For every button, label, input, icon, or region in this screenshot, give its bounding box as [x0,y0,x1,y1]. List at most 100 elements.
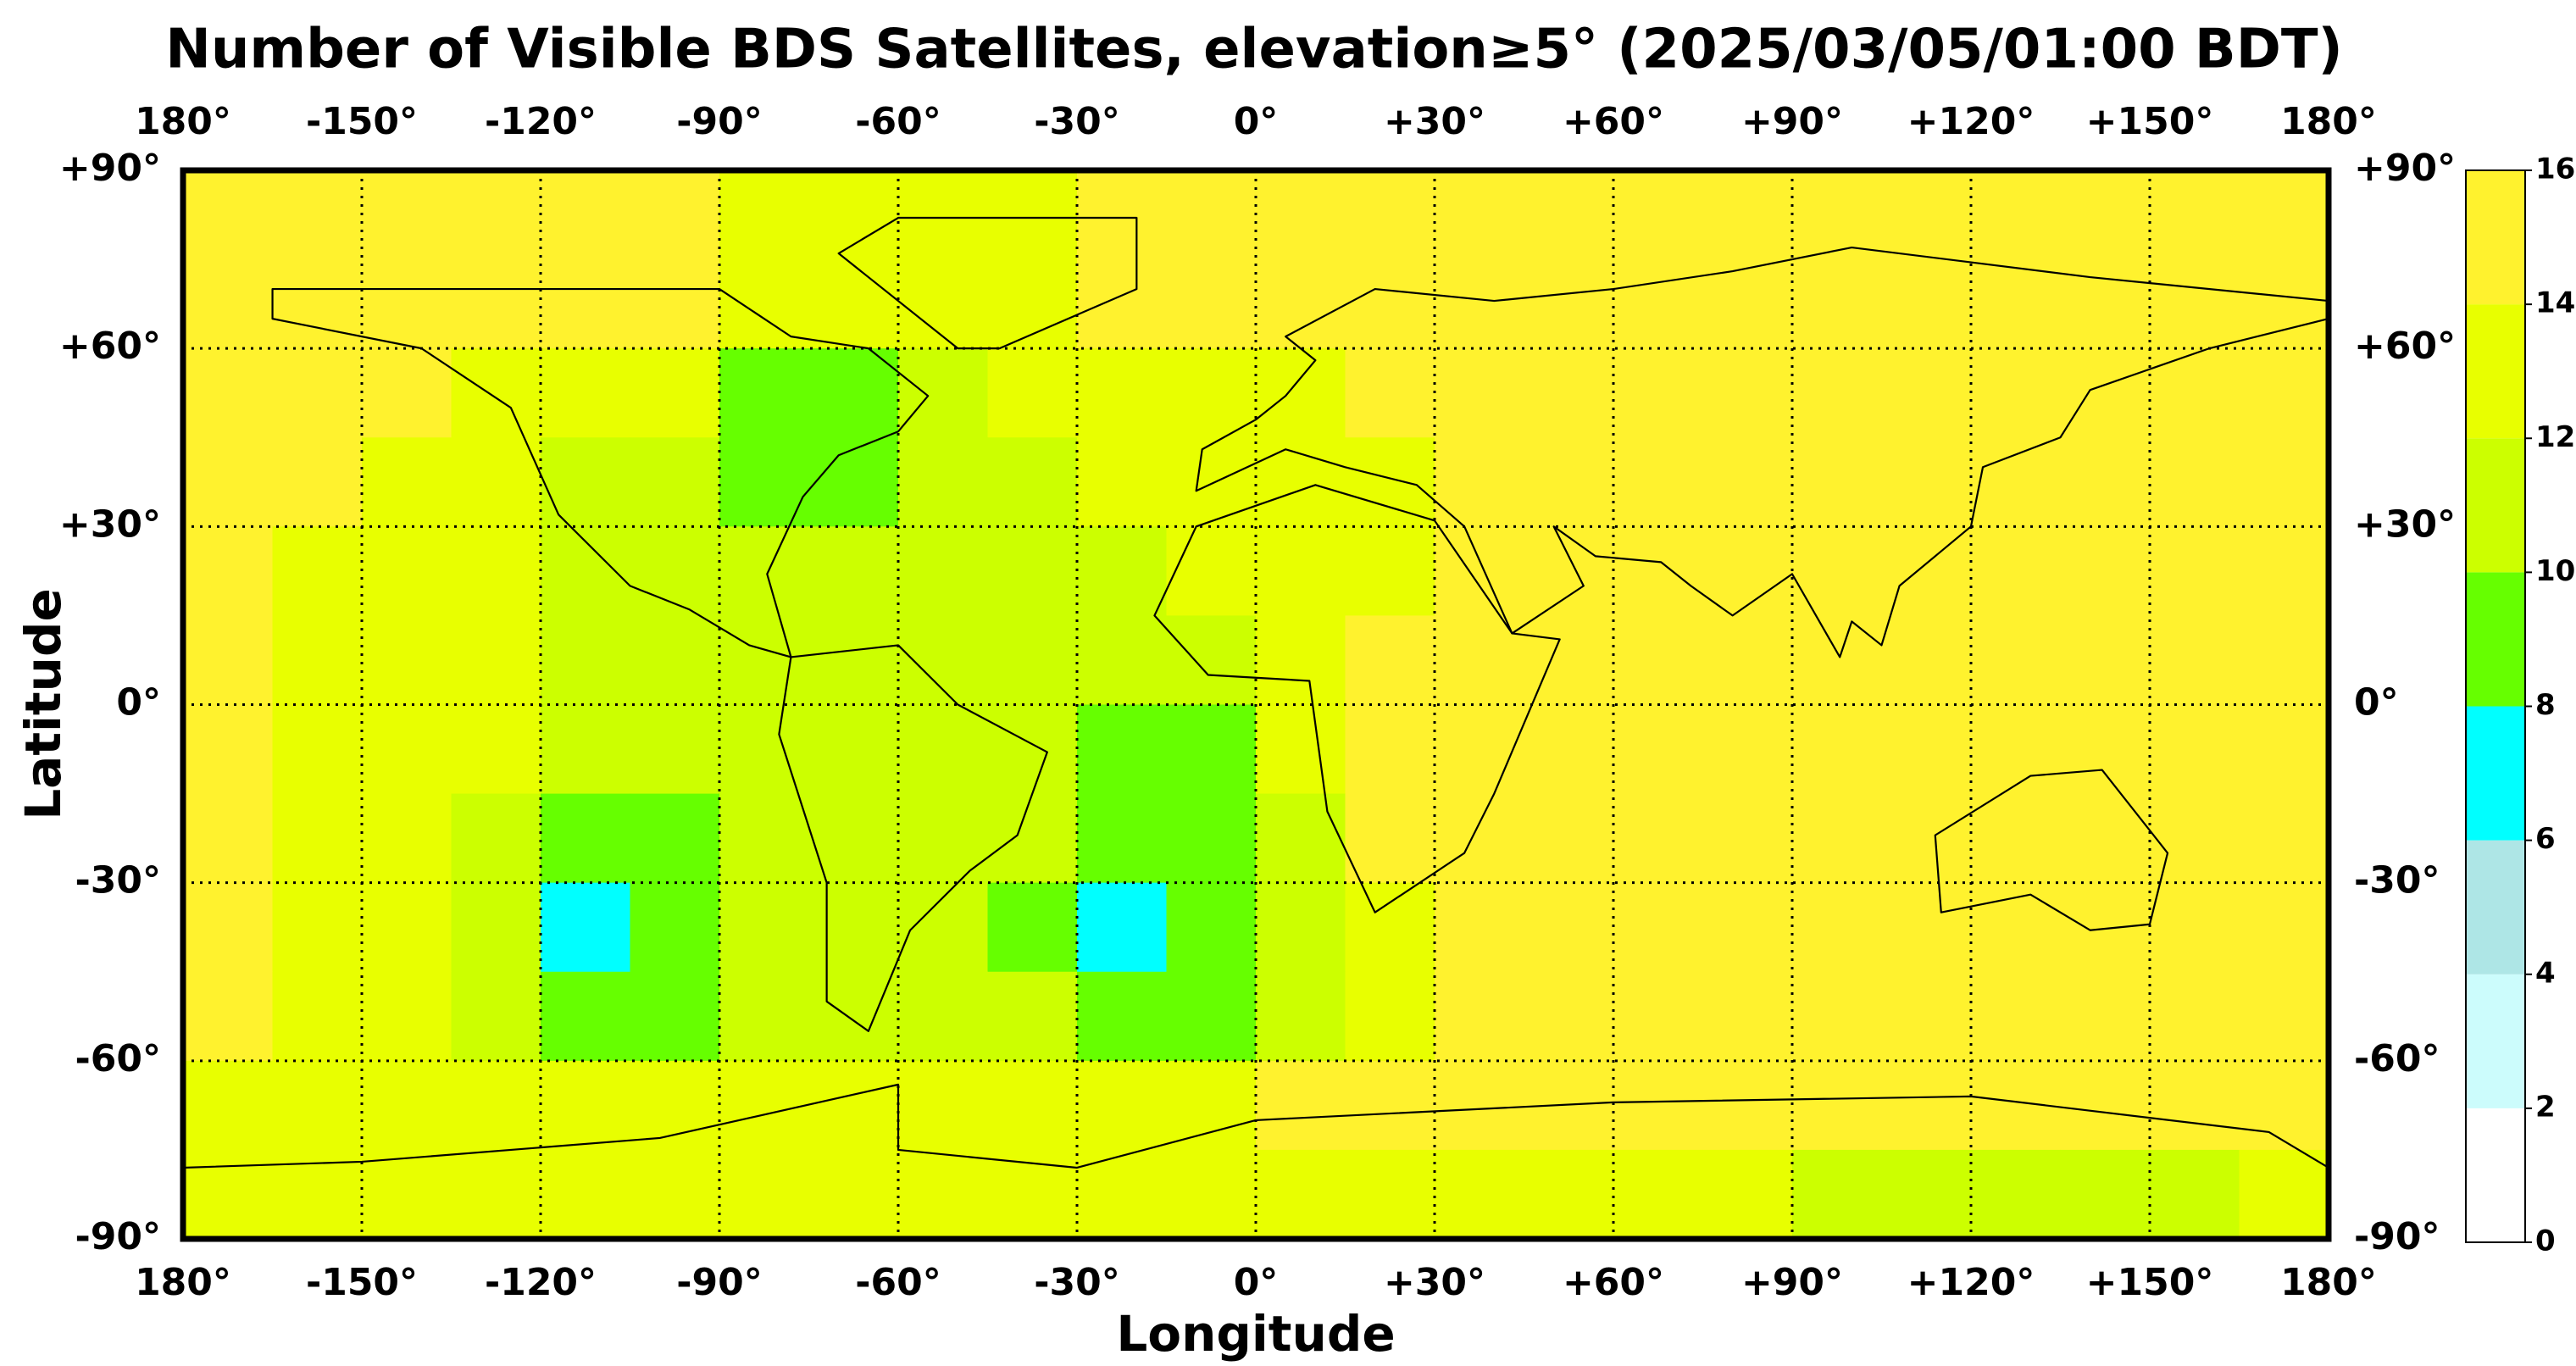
cell [1702,1149,1793,1240]
cell [1971,882,2061,973]
cell [1345,170,1435,260]
cell [1792,704,1882,795]
cell [2150,882,2240,973]
cell [183,971,273,1062]
cell [1435,882,1524,973]
cell [987,793,1078,884]
cell [1881,348,1972,438]
cell [1077,1149,1167,1240]
colorbar-tick-label: 8 [2535,688,2556,722]
cell [1077,259,1167,349]
cell [1256,348,1346,438]
cell [1881,170,1972,260]
cell [1613,882,1703,973]
cell [2060,704,2151,795]
cell [2239,170,2329,260]
cell [2239,1060,2329,1151]
x-tick-label: 180° [135,1261,231,1304]
colorbar-tick-label: 12 [2535,420,2575,454]
cell [987,170,1078,260]
cell [541,170,630,260]
cell [1613,1149,1703,1240]
cell [1256,170,1346,260]
cell [630,882,720,973]
cell [898,971,988,1062]
cell [1256,1060,1346,1151]
cell [2060,1149,2151,1240]
x-tick-label: +120° [1907,100,2035,143]
x-tick-label: -120° [485,1261,597,1304]
cell [1435,348,1524,438]
cell [541,793,630,884]
cell [808,259,899,349]
x-tick-label: -90° [676,100,763,143]
cell [1792,437,1882,527]
y-tick-label: -30° [2354,859,2440,902]
cell [808,882,899,973]
cell [451,526,541,616]
cell [183,793,273,884]
cell [362,793,452,884]
cell [1881,704,1972,795]
cell [183,1060,273,1151]
cell [2150,971,2240,1062]
cell [987,348,1078,438]
cell [1702,348,1793,438]
cell [1971,348,2061,438]
cell [1971,793,2061,884]
cell [1702,437,1793,527]
cell [898,793,988,884]
cell [1524,437,1614,527]
y-tick-label: 0° [116,681,161,725]
cell [987,437,1078,527]
cell [1345,348,1435,438]
cell [630,1060,720,1151]
x-tick-label: +150° [2086,1261,2214,1304]
cell [2239,615,2329,705]
cell [541,1149,630,1240]
cell [1792,1149,1882,1240]
cell [1613,170,1703,260]
cell [1345,793,1435,884]
cell [2239,348,2329,438]
cell [541,971,630,1062]
cell [1077,170,1167,260]
cell [1256,1149,1346,1240]
cell [2060,615,2151,705]
cell [2239,526,2329,616]
cell [2060,882,2151,973]
cell [898,437,988,527]
cell [1256,793,1346,884]
cell [630,1149,720,1240]
x-tick-label: +30° [1384,1261,1485,1304]
cell [630,259,720,349]
cell [362,348,452,438]
cell [1166,704,1257,795]
cell [987,704,1078,795]
x-tick-label: -60° [855,1261,941,1304]
cell [808,348,899,438]
y-tick-label: -90° [75,1215,162,1258]
x-tick-label: +90° [1741,1261,1843,1304]
cell [2239,704,2329,795]
cell [1166,1060,1257,1151]
coastline [273,289,929,657]
cell [1077,437,1167,527]
cell [2060,437,2151,527]
cell [541,615,630,705]
cell [1077,348,1167,438]
cell [272,170,363,260]
y-tick-label: -60° [75,1037,162,1080]
cell [2060,1060,2151,1151]
cell [1971,704,2061,795]
y-tick-label: +90° [2354,147,2456,190]
cell [1166,971,1257,1062]
cell [2150,704,2240,795]
cell [362,882,452,973]
cell [1524,526,1614,616]
cell [541,437,630,527]
cell [1971,259,2061,349]
colorbar-tick-label: 2 [2535,1090,2556,1124]
